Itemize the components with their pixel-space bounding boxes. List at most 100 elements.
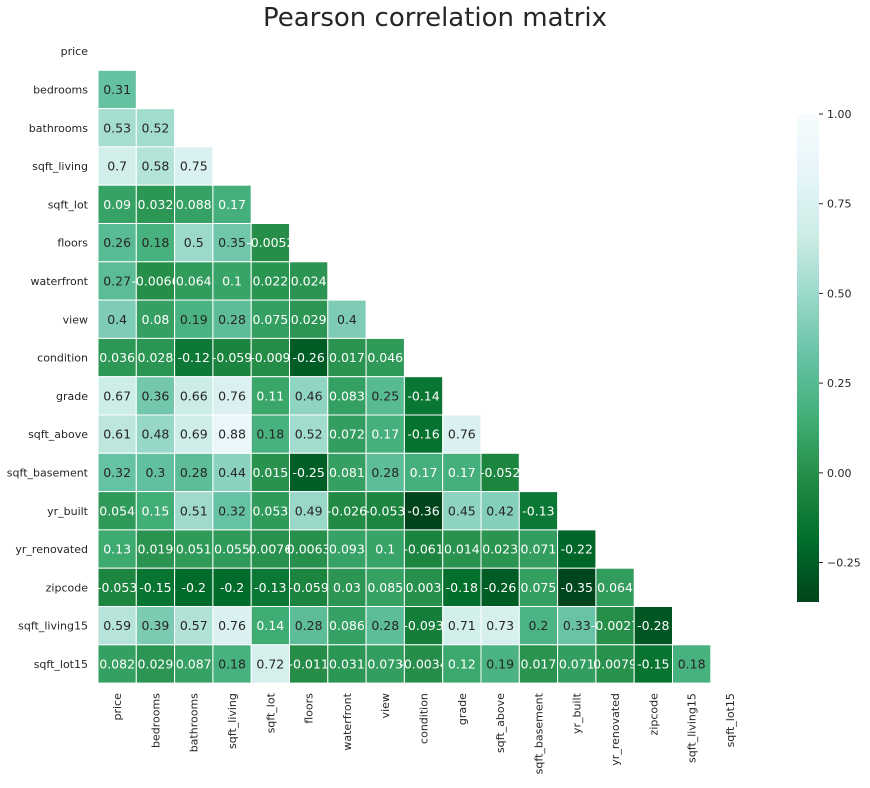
heatmap-cell-sqft_lot15-waterfront [327, 644, 367, 684]
heatmap-cell-sqft_living15-waterfront [327, 606, 367, 646]
colorbar-tick-label: −0.25 [827, 557, 861, 570]
heatmap-cell-yr_renovated-grade [442, 529, 482, 569]
cell-value-label: -0.15 [139, 580, 171, 595]
heatmap-cell-sqft_lot15-price [97, 644, 137, 684]
y-tick-label-price: price [61, 45, 89, 58]
cell-value-label: 0.3 [146, 465, 166, 480]
cell-value-label: 0.28 [371, 618, 399, 633]
heatmap-cell-sqft_lot15-sqft_living15 [672, 644, 712, 684]
heatmap-cell-sqft_lot15-sqft_above [480, 644, 520, 684]
cell-value-label: 0.0079 [593, 656, 637, 671]
cell-value-label: 0.59 [103, 618, 131, 633]
cell-value-label: 0.4 [337, 312, 357, 327]
cell-value-label: 0.032 [138, 197, 174, 212]
y-tick-label-sqft_living: sqft_living [32, 160, 88, 173]
heatmap-cell-yr_built-waterfront [327, 491, 367, 531]
cell-value-label: 0.064 [597, 580, 633, 595]
cell-value-label: 0.03 [333, 580, 361, 595]
heatmap-cell-sqft_basement-condition [403, 452, 444, 493]
heatmap-cell-zipcode-sqft_lot [250, 567, 290, 608]
cell-value-label: -0.061 [403, 542, 443, 557]
heatmap-cell-sqft_living15-grade [442, 606, 482, 646]
cell-value-label: -0.28 [637, 618, 669, 633]
heatmap-cell-yr_built-floors [289, 491, 329, 531]
cell-value-label: -0.2 [182, 580, 206, 595]
y-axis-tick-labels: price bedrooms bathrooms sqft_living sqft_lo… [7, 45, 89, 671]
cell-value-label: 0.26 [103, 235, 131, 250]
cell-value-label: 0.1 [375, 542, 395, 557]
heatmap-cell-sqft_living15-zipcode [633, 606, 674, 646]
y-tick-label-grade: grade [56, 390, 88, 403]
x-tick-label-bathrooms: bathrooms [188, 693, 201, 752]
cell-value-label: 0.17 [410, 465, 438, 480]
cell-value-label: 0.46 [295, 388, 323, 403]
heatmap-cell-zipcode-yr_built [557, 567, 597, 608]
heatmap-cell-grade-floors [289, 376, 329, 416]
heatmap-cell-sqft_above-price [97, 414, 137, 454]
heatmap-cell-waterfront-sqft_living [212, 261, 252, 301]
cell-value-label: 0.67 [103, 388, 131, 403]
cell-value-label: 0.28 [180, 465, 208, 480]
y-tick-label-zipcode: zipcode [46, 581, 89, 594]
cell-value-label: 0.072 [329, 427, 365, 442]
x-tick-label-bedrooms: bedrooms [149, 693, 162, 748]
colorbar-ticks: 1.00 0.75 0.50 0.25 0.00 −0.25 [819, 108, 861, 570]
cell-value-label: 0.085 [367, 580, 403, 595]
y-tick-label-sqft_living15: sqft_living15 [18, 620, 88, 633]
cell-value-label: 0.015 [252, 465, 288, 480]
cell-value-label: -0.13 [522, 503, 554, 518]
cell-value-label: 0.32 [218, 503, 246, 518]
cell-value-label: 0.071 [559, 656, 595, 671]
heatmap-cell-grade-condition [403, 376, 444, 416]
heatmap-cell-condition-bathrooms [174, 337, 214, 378]
cell-value-label: 0.031 [329, 656, 365, 671]
heatmap-cell-grade-sqft_living [212, 376, 252, 416]
heatmap-cell-waterfront-bedrooms [135, 261, 176, 301]
heatmap-cell-sqft_basement-sqft_living [212, 452, 252, 493]
heatmap-cell-sqft_basement-floors [289, 452, 329, 493]
heatmap-cell-waterfront-price [97, 261, 137, 301]
y-tick-label-view: view [63, 313, 88, 326]
x-tick-label-grade: grade [456, 693, 469, 725]
y-tick-label-yr_built: yr_built [47, 505, 89, 518]
cell-value-label: 0.69 [180, 427, 208, 442]
cell-value-label: 0.081 [329, 465, 365, 480]
heatmap-cell-sqft_living15-sqft_lot [250, 606, 290, 646]
heatmap-cell-sqft_above-view [365, 414, 405, 454]
cell-value-label: -0.0066 [131, 273, 179, 288]
heatmap-cell-yr_renovated-sqft_lot [250, 529, 290, 569]
cell-value-label: 0.35 [218, 235, 246, 250]
cell-value-label: 0.087 [176, 656, 212, 671]
cell-value-label: 0.083 [329, 388, 365, 403]
cell-value-label: 0.66 [180, 388, 208, 403]
cell-value-label: 0.09 [103, 197, 131, 212]
cell-value-label: 0.036 [99, 350, 135, 365]
cell-value-label: 0.0063 [287, 542, 331, 557]
y-tick-label-condition: condition [37, 352, 88, 365]
cell-value-label: 0.028 [138, 350, 174, 365]
heatmap-cell-sqft_lot15-sqft_living [212, 644, 252, 684]
cell-value-label: -0.053 [97, 580, 137, 595]
heatmap-cell-yr_built-bedrooms [135, 491, 176, 531]
cell-value-label: 0.13 [103, 542, 131, 557]
heatmap-cell-yr_renovated-sqft_above [480, 529, 520, 569]
cell-value-label: -0.059 [212, 350, 252, 365]
cell-value-label: 0.53 [103, 120, 131, 135]
cell-value-label: -0.36 [407, 503, 439, 518]
y-tick-label-sqft_above: sqft_above [28, 428, 88, 441]
cell-value-label: 0.61 [103, 427, 131, 442]
cell-value-label: 0.003 [406, 580, 442, 595]
heatmap-cell-zipcode-waterfront [327, 567, 367, 608]
cell-value-label: 0.029 [291, 312, 327, 327]
cell-value-label: 0.72 [256, 656, 284, 671]
cell-value-label: 0.11 [256, 388, 284, 403]
cell-value-label: 0.52 [142, 120, 170, 135]
heatmap-cell-yr_renovated-sqft_living [212, 529, 252, 569]
heatmap-cell-bathrooms-price [97, 108, 137, 148]
cell-value-label: -0.052 [480, 465, 520, 480]
cell-value-label: -0.26 [484, 580, 516, 595]
cell-value-label: 0.064 [176, 273, 212, 288]
cell-value-label: 0.52 [295, 427, 323, 442]
heatmap-cell-view-floors [289, 299, 329, 339]
cell-value-label: -0.26 [292, 350, 324, 365]
